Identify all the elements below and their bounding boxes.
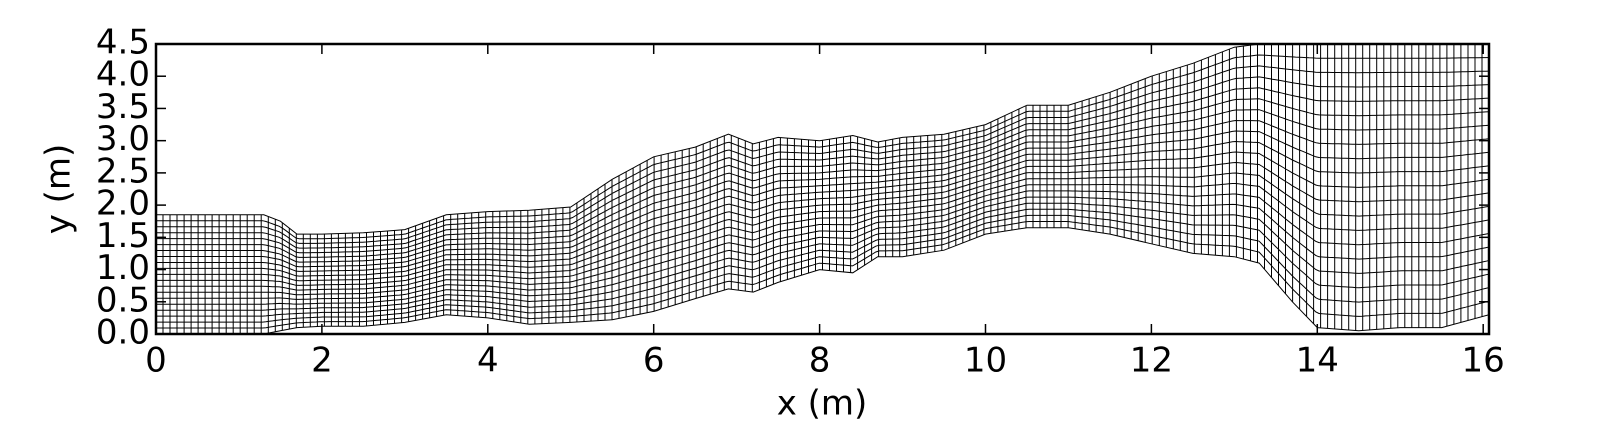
axes-frame xyxy=(154,42,1491,336)
x-tick-label: 0 xyxy=(145,341,167,381)
lower-boundary xyxy=(156,227,1489,334)
x-tick-label: 6 xyxy=(643,341,665,381)
upper-boundary xyxy=(156,44,1489,235)
x-tick-label: 2 xyxy=(311,341,333,381)
y-tick-label: 2.0 xyxy=(96,184,150,224)
y-tick-label: 4.0 xyxy=(96,55,150,95)
y-tick-label: 0.5 xyxy=(96,280,150,320)
y-tick-label: 2.5 xyxy=(96,151,150,191)
y-tick-label: 3.5 xyxy=(96,87,150,127)
x-tick-label: 4 xyxy=(477,341,499,381)
plot-area xyxy=(156,44,1489,334)
y-tick-label: 4.5 xyxy=(96,23,150,63)
x-tick-label: 8 xyxy=(809,341,831,381)
x-tick-label: 12 xyxy=(1130,341,1173,381)
y-tick-label: 0.0 xyxy=(96,313,150,353)
y-tick-label: 1.5 xyxy=(96,216,150,256)
x-tick-label: 10 xyxy=(964,341,1007,381)
mesh-columns xyxy=(156,44,1489,334)
y-axis-label: y (m) xyxy=(39,144,79,235)
x-tick-label: 14 xyxy=(1296,341,1339,381)
y-tick-label: 3.0 xyxy=(96,119,150,159)
x-tick-label: 16 xyxy=(1462,341,1505,381)
x-axis-label: x (m) xyxy=(777,384,868,424)
y-tick-label: 1.0 xyxy=(96,248,150,288)
